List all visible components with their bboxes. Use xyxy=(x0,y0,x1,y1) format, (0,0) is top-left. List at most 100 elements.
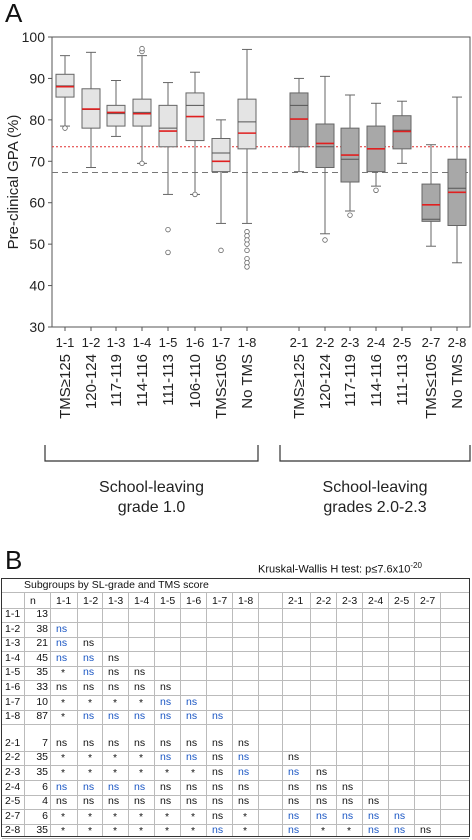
row-n-2-2: 35 xyxy=(36,751,48,764)
cell-significant: * xyxy=(139,810,144,823)
box-2-2: 2-2 120-124 xyxy=(315,75,335,409)
row-label-2-1: 2-1 xyxy=(5,736,21,749)
cell-ns: ns xyxy=(212,795,224,808)
cell-ns-blue: ns xyxy=(108,710,120,723)
row-rule xyxy=(2,838,469,840)
group-bracket xyxy=(44,445,259,462)
cell-ns-blue: ns xyxy=(316,809,328,822)
cell-significant: * xyxy=(139,752,144,765)
y-tick-label: 80 xyxy=(29,112,45,128)
box-iqr xyxy=(289,92,309,148)
cell-ns: ns xyxy=(160,795,172,808)
cell-ns: ns xyxy=(160,780,172,793)
tms-label: No TMS xyxy=(449,354,466,409)
column-rule xyxy=(336,593,337,836)
header-rule xyxy=(2,592,469,593)
row-n-2-7: 6 xyxy=(42,809,48,822)
box-1-5: 1-5 111-113 xyxy=(158,82,178,406)
cell-ns-blue: ns xyxy=(238,751,250,764)
kruskal-wallis-exponent: -20 xyxy=(410,561,422,570)
column-header-1-6: 1-6 xyxy=(186,595,202,607)
cell-ns-blue: ns xyxy=(394,809,406,822)
row-label-2-4: 2-4 xyxy=(5,780,21,793)
pairwise-test-table: Subgroups by SL-grade and TMS score n 1-1 1… xyxy=(1,578,470,840)
cell-ns: ns xyxy=(212,780,224,793)
column-header-2-4: 2-4 xyxy=(368,595,384,607)
row-label-2-7: 2-7 xyxy=(5,809,21,822)
box-iqr xyxy=(421,183,441,222)
cell-ns: ns xyxy=(420,824,432,837)
cell-ns: ns xyxy=(186,795,198,808)
row-rule xyxy=(2,750,469,752)
cell-significant: * xyxy=(191,825,196,838)
outlier-point xyxy=(244,264,250,270)
cell-ns: ns xyxy=(83,681,95,693)
cell-ns-blue: ns xyxy=(83,780,95,793)
row-n-1-6: 33 xyxy=(36,681,48,693)
cell-ns-blue: ns xyxy=(83,710,95,723)
box-2-1: 2-1 TMS≥125 xyxy=(289,77,309,419)
outlier-point xyxy=(139,160,145,167)
cell-ns: ns xyxy=(56,795,68,808)
cell-ns-blue: ns xyxy=(83,651,95,664)
cell-ns-blue: ns xyxy=(56,622,68,635)
cell-significant: * xyxy=(61,752,66,765)
tms-label: 120-124 xyxy=(83,354,100,409)
box-2-3: 2-3 117-119 xyxy=(340,94,360,407)
row-n-1-8: 87 xyxy=(36,710,48,723)
tms-label: TMS≥125 xyxy=(57,354,74,419)
row-label-2-2: 2-2 xyxy=(5,751,21,764)
cell-significant: * xyxy=(191,767,196,779)
row-rule xyxy=(2,680,469,682)
outlier-point xyxy=(322,237,328,243)
outlier-point xyxy=(218,247,224,254)
cell-ns-blue: ns xyxy=(288,766,300,778)
cell-significant: * xyxy=(61,696,66,709)
cell-ns-blue: ns xyxy=(56,651,68,664)
y-tick-label: 70 xyxy=(29,153,45,169)
box-1-7: 1-7 TMS≤105 xyxy=(211,119,231,419)
box-iqr xyxy=(237,98,257,150)
column-rule xyxy=(102,593,103,836)
row-rule xyxy=(2,765,469,767)
column-header-2-1: 2-1 xyxy=(288,595,304,607)
x-tick-label: 2-8 xyxy=(448,335,467,350)
outlier-point xyxy=(192,191,198,198)
cell-significant: * xyxy=(191,810,196,823)
cell-ns: ns xyxy=(212,809,224,822)
cell-ns: ns xyxy=(134,795,146,808)
table-title: Subgroups by SL-grade and TMS score xyxy=(24,579,209,591)
row-label-2-8: 2-8 xyxy=(5,824,21,837)
tms-label: No TMS xyxy=(239,354,256,409)
column-rule xyxy=(24,593,25,836)
column-header-2-2: 2-2 xyxy=(316,595,332,607)
row-n-2-4: 6 xyxy=(42,780,48,793)
cell-ns: ns xyxy=(316,780,328,793)
cell-ns-blue: ns xyxy=(83,666,95,679)
panel-a-label: A xyxy=(5,0,23,28)
cell-ns-blue: ns xyxy=(160,695,172,708)
cell-significant: * xyxy=(61,825,66,838)
cell-ns-blue: ns xyxy=(368,824,380,837)
cell-ns: ns xyxy=(108,651,120,664)
cell-ns: ns xyxy=(186,780,198,793)
tms-label: TMS≤105 xyxy=(423,354,440,419)
column-rule xyxy=(154,593,155,836)
box-plot-figure: 30 40 50 60 70 80 90 100 Pre-clinical GPA (%) 1-1… xyxy=(5,29,471,516)
row-rule xyxy=(2,823,469,825)
header-rule xyxy=(2,608,469,609)
cell-significant: * xyxy=(61,810,66,823)
cell-ns-blue: ns xyxy=(288,809,300,822)
x-tick-label: 1-1 xyxy=(56,335,75,350)
cell-ns: ns xyxy=(316,766,328,778)
column-rule xyxy=(310,593,311,836)
cell-ns: ns xyxy=(288,795,300,808)
y-tick-label: 100 xyxy=(22,29,46,45)
row-rule xyxy=(2,651,469,653)
row-n-1-7: 10 xyxy=(36,695,48,708)
box-1-4: 1-4 114-116 xyxy=(132,45,152,407)
y-tick-label: 50 xyxy=(29,236,45,252)
tms-label: 117-119 xyxy=(342,354,359,407)
cell-significant: * xyxy=(347,825,352,838)
tms-label: 117-119 xyxy=(108,354,125,407)
